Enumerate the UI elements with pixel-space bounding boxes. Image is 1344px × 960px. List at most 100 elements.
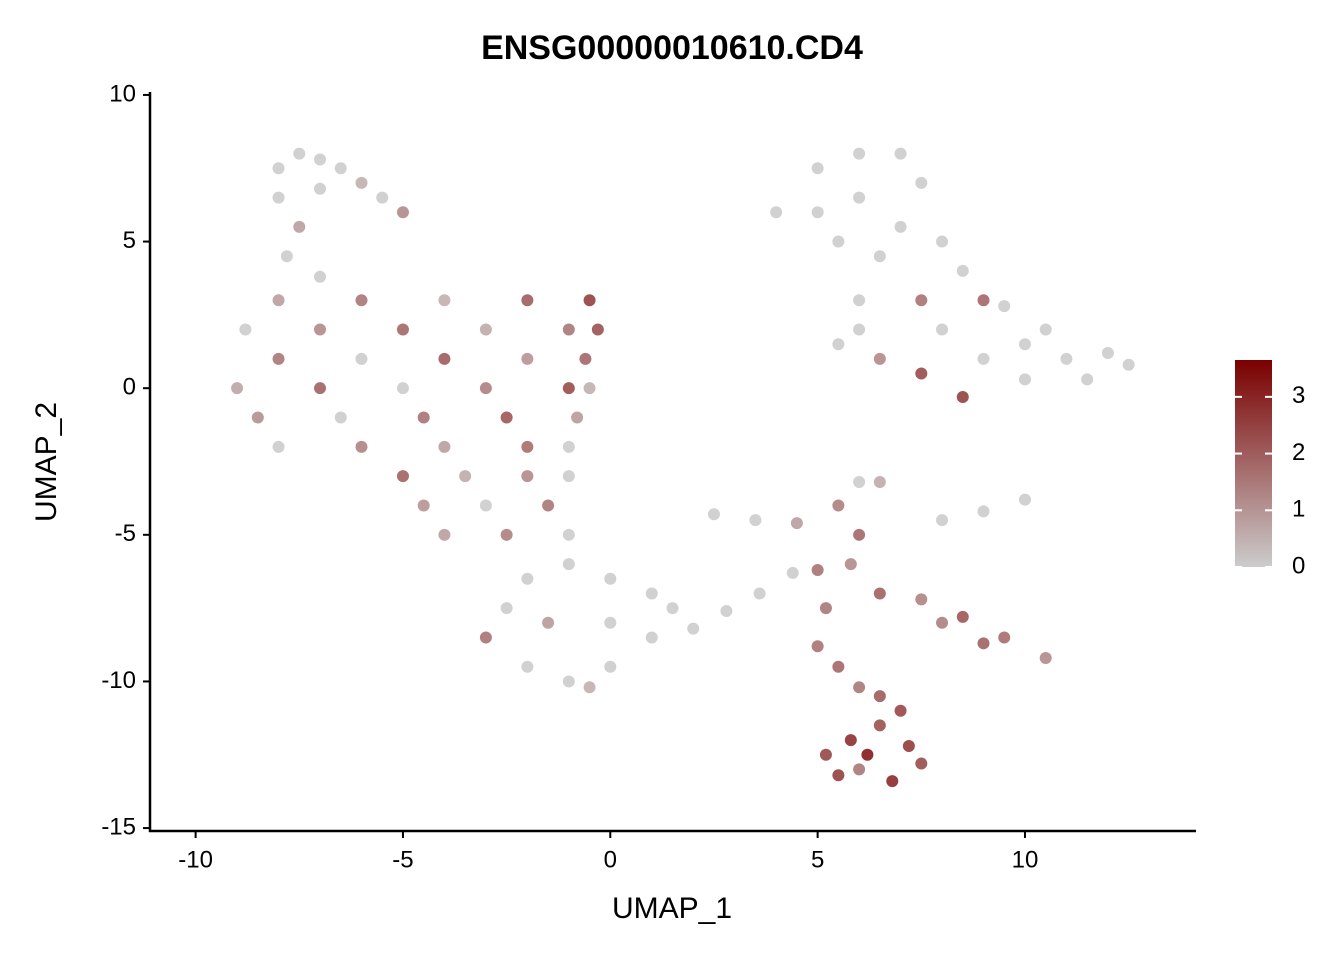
point [902,739,915,752]
point [604,616,617,629]
x-tick-label: -5 [392,846,413,873]
chart-title: ENSG00000010610.CD4 [481,29,863,67]
point [272,440,285,453]
point [873,690,886,703]
point [666,602,679,615]
point [853,323,866,336]
point [562,558,575,571]
y-axis-label: UMAP_2 [30,402,63,522]
point [562,470,575,483]
y-tick-label: -15 [101,813,136,840]
point [790,517,803,530]
point [720,605,733,618]
point [853,763,866,776]
point [832,769,845,782]
y-tick-label: 0 [123,374,136,401]
point [853,528,866,541]
point [314,382,327,395]
point [873,587,886,600]
point [936,323,949,336]
x-tick-label: -10 [178,846,213,873]
point [562,382,575,395]
point [500,528,513,541]
point [334,162,347,175]
point [417,411,430,424]
point [542,616,555,629]
point [853,681,866,694]
point [562,440,575,453]
point [272,162,285,175]
point [749,514,762,527]
point [583,382,596,395]
point [915,176,928,189]
point [479,631,492,644]
point [844,734,857,747]
colorbar-tick-label: 0 [1292,552,1305,579]
point [1122,358,1135,371]
point [438,352,451,365]
point [977,637,990,650]
colorbar-tick-label: 1 [1292,496,1305,523]
point [873,250,886,263]
point [853,294,866,307]
point [753,587,766,600]
point [977,505,990,518]
point [645,631,658,644]
point [562,675,575,688]
point [853,191,866,204]
point [251,411,264,424]
point [770,206,783,219]
y-tick-label: -5 [115,520,136,547]
point [915,294,928,307]
point [438,294,451,307]
point [1081,373,1094,386]
point [591,323,604,336]
x-axis-label: UMAP_1 [612,892,732,925]
point [936,235,949,248]
point [1101,346,1114,359]
point [314,182,327,195]
point [479,499,492,512]
point [894,704,907,717]
point [314,270,327,283]
point [239,323,252,336]
point [604,572,617,585]
point [645,587,658,600]
point [832,235,845,248]
point [376,191,389,204]
point [355,440,368,453]
colorbar [1235,360,1272,567]
point [1018,373,1031,386]
point [811,564,824,577]
point [915,593,928,606]
point [1039,651,1052,664]
point [894,220,907,233]
point [853,476,866,489]
point [1018,493,1031,506]
point [355,294,368,307]
point [861,748,874,761]
y-tick-label: 10 [109,80,136,107]
point [438,440,451,453]
point [998,631,1011,644]
x-tick-label: 5 [811,846,824,873]
point [1018,338,1031,351]
point [521,470,534,483]
point [853,147,866,160]
point [272,191,285,204]
point [579,352,592,365]
point [272,352,285,365]
point [521,572,534,585]
point [819,602,832,615]
point [521,294,534,307]
x-tick-label: 0 [604,846,617,873]
point [956,264,969,277]
point [873,476,886,489]
point [314,323,327,336]
point [521,660,534,673]
y-tick-label: 5 [123,227,136,254]
point [500,411,513,424]
point [844,558,857,571]
point [355,176,368,189]
